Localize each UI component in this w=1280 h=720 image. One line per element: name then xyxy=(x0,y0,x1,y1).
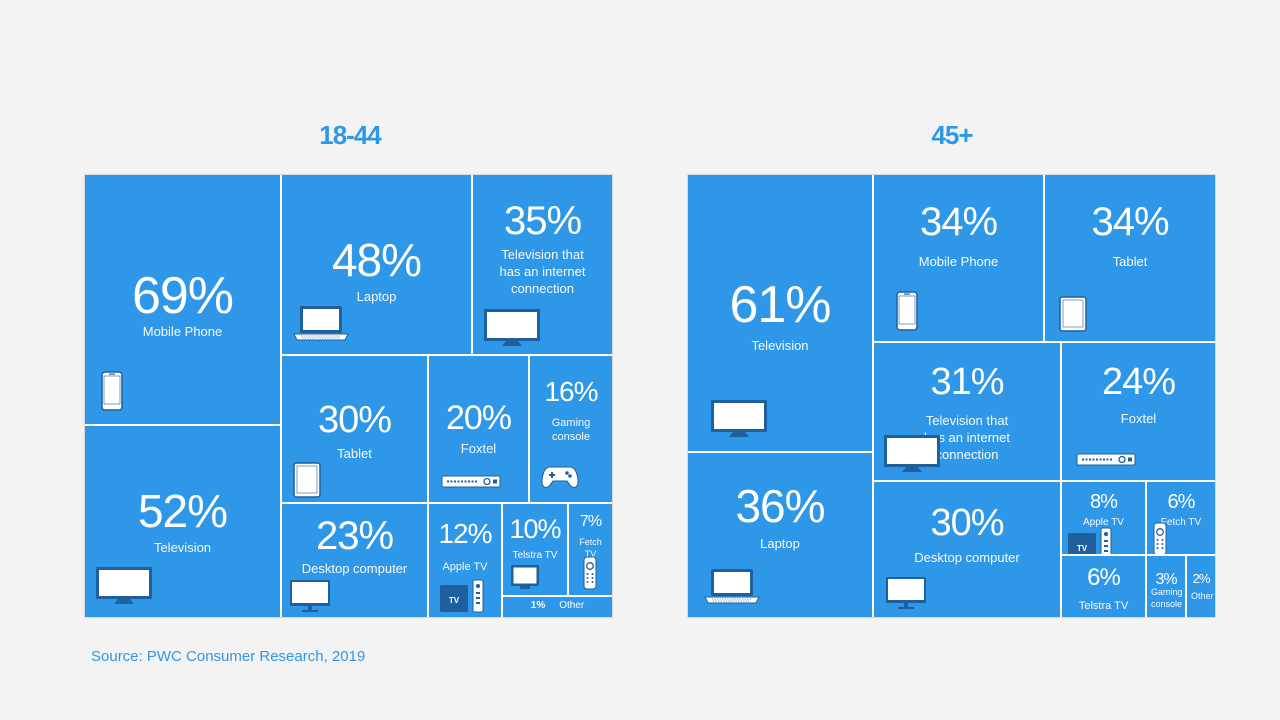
remote-icon xyxy=(583,556,597,595)
tile-percent: 52% xyxy=(137,485,228,537)
tile-percent: 61% xyxy=(729,276,831,334)
treemap-tile-television-that-has-an-internet-connection: 35% Television that has an internet connect… xyxy=(473,175,612,356)
tile-label: Television that has an internet connection xyxy=(923,413,1010,462)
stb-icon xyxy=(1076,453,1136,472)
svg-text:TV: TV xyxy=(449,596,460,605)
tile-label: Fetch TV xyxy=(1160,517,1202,528)
appletv-icon: TV xyxy=(439,579,485,617)
tile-label: Mobile Phone xyxy=(918,254,999,269)
treemap-tile-mobile-phone: 69% Mobile Phone xyxy=(85,175,282,426)
tile-percent: 34% xyxy=(919,200,998,244)
tile-label: Foxtel xyxy=(460,441,497,456)
treemap-18-44: 69% Mobile Phone 52% Television 48% Laptop 35%… xyxy=(85,175,612,617)
treemap-tile-fetch-tv: 7% Fetch TV xyxy=(569,504,612,597)
tile-percent: 34% xyxy=(1091,200,1169,244)
tile-label: Apple TV xyxy=(1083,517,1124,528)
tile-label: Fetch TV xyxy=(579,537,602,559)
treemap-45-plus: 61% Television 36% Laptop 34% Mobile Phone 34%… xyxy=(688,175,1215,617)
tile-percent: 48% xyxy=(331,234,422,286)
treemap-tile-television: 52% Television xyxy=(85,426,282,617)
laptop-icon xyxy=(704,568,760,609)
tile-label: Apple TV xyxy=(442,561,488,573)
treemap-tile-television-that-has-an-internet-connection: 31% Television that has an internet connect… xyxy=(874,343,1062,482)
treemap-tile-laptop: 48% Laptop xyxy=(282,175,473,356)
tile-label: Desktop computer xyxy=(914,550,1020,565)
treemap-tile-fetch-tv: 6% Fetch TV xyxy=(1147,482,1215,556)
tile-percent: 7% xyxy=(579,513,602,530)
treemap-tile-laptop: 36% Laptop xyxy=(688,453,874,617)
tile-label: Tablet xyxy=(1112,254,1148,269)
tile-percent: 16% xyxy=(544,376,598,407)
tv-icon xyxy=(710,399,768,444)
tile-percent: 24% xyxy=(1101,361,1176,403)
tile-percent: 3% xyxy=(1155,571,1177,588)
tile-label: Television xyxy=(751,338,809,353)
treemap-tile-tablet: 34% Tablet xyxy=(1045,175,1215,343)
chart-title-18-44: 18-44 xyxy=(319,120,382,150)
tile-label: Other xyxy=(1191,591,1214,601)
tile-label: Television xyxy=(153,540,212,555)
tile-label: Telstra TV xyxy=(1078,600,1129,612)
tile-label: Tablet xyxy=(337,446,372,461)
tile-label: Other xyxy=(559,600,585,611)
treemap-tile-telstra-tv: 6% Telstra TV xyxy=(1062,556,1147,617)
tile-percent: 69% xyxy=(131,267,234,325)
tile-percent: 23% xyxy=(315,514,394,558)
chart-title-45-plus: 45+ xyxy=(931,120,973,150)
treemap-tile-apple-tv: 12% Apple TV TV xyxy=(429,504,503,617)
tile-label: Telstra TV xyxy=(512,550,558,561)
laptop-icon xyxy=(293,305,349,346)
tile-label: Foxtel xyxy=(1120,411,1157,426)
tile-label: Gaming console xyxy=(1151,587,1183,609)
source-note: Source: PWC Consumer Research, 2019 xyxy=(91,648,366,665)
tile-percent: 30% xyxy=(317,399,392,441)
tile-percent: 2% xyxy=(1192,571,1211,586)
treemap-tile-other: 1% Other xyxy=(503,597,612,617)
treemap-tile-telstra-tv: 10% Telstra TV xyxy=(503,504,569,597)
treemap-tile-foxtel: 20% Foxtel xyxy=(429,356,530,504)
monitor-icon xyxy=(885,576,927,615)
treemap-tile-foxtel: 24% Foxtel xyxy=(1062,343,1215,482)
stb-icon xyxy=(441,475,501,494)
treemap-tile-tablet: 30% Tablet xyxy=(282,356,429,504)
tile-percent: 12% xyxy=(438,518,492,549)
tile-percent: 6% xyxy=(1087,564,1121,591)
monitor-icon xyxy=(289,579,331,617)
tile-percent: 30% xyxy=(930,502,1004,544)
treemap-tile-gaming-console: 16% Gaming console xyxy=(530,356,612,504)
appletv-icon: TV xyxy=(1067,527,1113,554)
tablet-icon xyxy=(1059,296,1087,337)
tile-label: Laptop xyxy=(760,536,800,551)
tile-label: Gaming console xyxy=(551,417,591,444)
tv-icon xyxy=(883,434,941,479)
treemap-tile-desktop-computer: 23% Desktop computer xyxy=(282,504,429,617)
gamepad-icon xyxy=(541,464,579,495)
tile-label: Desktop computer xyxy=(301,561,408,576)
tv-icon xyxy=(483,308,541,353)
treemap-tile-desktop-computer: 30% Desktop computer xyxy=(874,482,1062,617)
tile-percent: 35% xyxy=(503,199,582,243)
tile-label: Television that has an internet connection xyxy=(499,247,586,296)
tile-label: Mobile Phone xyxy=(142,324,223,339)
treemap-tile-television: 61% Television xyxy=(688,175,874,453)
tile-percent: 20% xyxy=(445,399,512,437)
tile-label: Laptop xyxy=(356,289,397,304)
treemap-tile-mobile-phone: 34% Mobile Phone xyxy=(874,175,1045,343)
phone-icon xyxy=(896,291,918,336)
tile-percent: 1% xyxy=(530,600,546,611)
tile-percent: 31% xyxy=(930,361,1004,403)
tile-percent: 6% xyxy=(1167,491,1196,513)
treemap-tile-gaming-console: 3% Gaming console xyxy=(1147,556,1187,617)
tablet-icon xyxy=(293,462,321,502)
svg-text:TV: TV xyxy=(1077,544,1088,553)
treemap-tile-apple-tv: 8% Apple TV TV xyxy=(1062,482,1147,556)
tile-percent: 8% xyxy=(1090,491,1118,513)
remote-icon xyxy=(1153,522,1167,554)
smalltv-icon xyxy=(510,564,540,595)
phone-icon xyxy=(101,371,123,416)
tile-percent: 10% xyxy=(509,514,561,544)
tile-percent: 36% xyxy=(735,480,825,532)
treemap-tile-other: 2% Other xyxy=(1187,556,1215,617)
tv-icon xyxy=(95,566,153,611)
